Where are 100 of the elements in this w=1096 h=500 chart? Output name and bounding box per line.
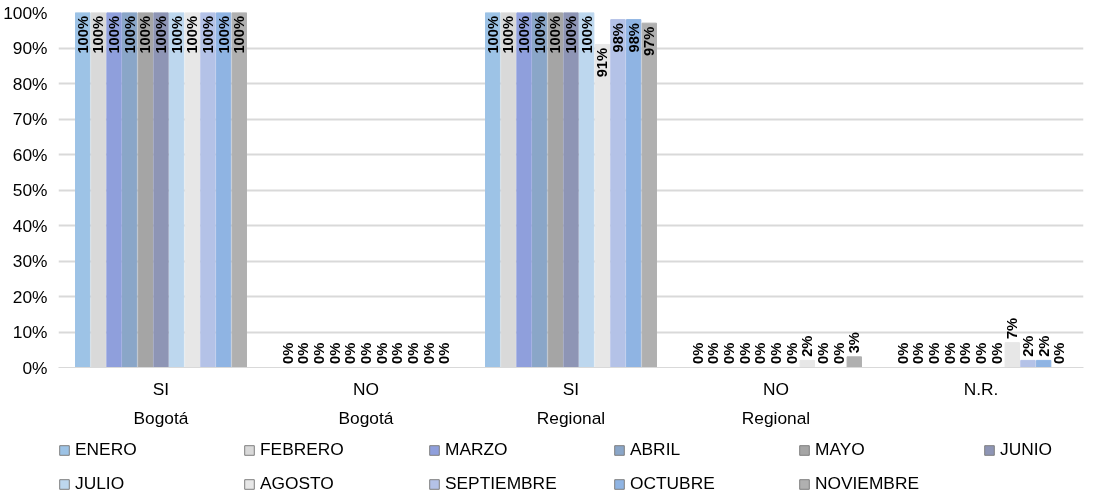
bar: [641, 22, 657, 368]
bar: [106, 12, 122, 368]
data-label: 2%: [1019, 335, 1036, 357]
category-label: NO Regional: [741, 378, 811, 428]
y-tick-label: 20%: [12, 286, 48, 307]
data-label: 0%: [973, 342, 989, 364]
data-label: 0%: [311, 342, 328, 364]
data-label: 0%: [1051, 342, 1068, 364]
data-label: 100%: [563, 16, 579, 54]
data-label: 100%: [547, 16, 564, 54]
data-label: 2%: [1035, 335, 1052, 357]
y-tick-label: 90%: [12, 38, 48, 58]
data-label: 100%: [578, 16, 595, 54]
data-label: 98%: [625, 23, 642, 53]
data-label: 0%: [752, 342, 769, 364]
data-label: 91%: [594, 47, 611, 78]
data-label: 98%: [609, 23, 626, 53]
data-label: 97%: [641, 26, 658, 57]
data-label: 7%: [1004, 317, 1021, 340]
bar: [215, 12, 232, 368]
data-label: 100%: [500, 16, 517, 54]
bar: [846, 356, 862, 368]
bar: [563, 12, 579, 368]
legend-label: AGOSTO: [260, 473, 335, 494]
data-label: 0%: [342, 342, 359, 364]
bar: [184, 12, 201, 368]
bar: [168, 12, 185, 368]
data-label: 0%: [420, 342, 437, 364]
legend-label: ENERO: [75, 439, 138, 460]
data-label: 0%: [326, 342, 343, 364]
data-label: 0%: [295, 342, 312, 364]
bar: [610, 19, 626, 368]
data-label: 0%: [926, 342, 943, 364]
data-label: 100%: [231, 16, 248, 54]
bar: [200, 12, 216, 368]
legend-label: JULIO: [75, 473, 126, 494]
y-tick-label: 0%: [22, 357, 48, 378]
bar: [594, 43, 611, 368]
data-label: 3%: [846, 332, 863, 354]
y-tick-label: 10%: [12, 322, 48, 342]
y-tick-label: 70%: [12, 109, 48, 129]
data-label: 0%: [373, 342, 390, 364]
bar: [75, 12, 91, 368]
data-label: 0%: [988, 342, 1005, 364]
data-label: 0%: [910, 342, 927, 364]
bar: [1020, 359, 1036, 368]
data-label: 0%: [705, 342, 722, 364]
data-label: 0%: [814, 342, 831, 364]
bar: [625, 19, 642, 368]
data-label: 0%: [279, 342, 296, 364]
bar: [799, 359, 816, 368]
data-label: 0%: [941, 342, 958, 364]
data-label: 0%: [957, 342, 974, 364]
data-label: 100%: [106, 16, 123, 54]
y-tick-label: 80%: [12, 73, 48, 94]
bar: [485, 12, 501, 368]
data-label: 0%: [783, 342, 800, 364]
y-tick-label: 60%: [12, 144, 48, 165]
legend-label: OCTUBRE: [630, 473, 716, 494]
category-label: SI Regional: [536, 378, 606, 428]
bar: [1035, 359, 1052, 368]
data-label: 2%: [799, 335, 816, 357]
data-label: 100%: [74, 16, 91, 54]
bar: [547, 12, 564, 368]
data-label: 100%: [121, 16, 138, 54]
category-label: SI Bogotá: [133, 378, 189, 428]
data-label: 100%: [90, 16, 107, 54]
data-label: 0%: [768, 342, 784, 364]
data-label: 0%: [736, 342, 753, 364]
data-label: 100%: [199, 16, 216, 54]
data-label: 100%: [516, 16, 533, 54]
data-label: 100%: [153, 16, 169, 54]
y-tick-label: 40%: [12, 215, 48, 236]
data-label: 100%: [168, 16, 185, 54]
bar: [578, 12, 595, 368]
legend-label: MARZO: [445, 439, 509, 460]
legend-label: NOVIEMBRE: [815, 473, 920, 494]
data-label: 0%: [721, 342, 738, 364]
legend-label: FEBRERO: [260, 439, 345, 460]
y-tick-label: 50%: [12, 180, 48, 200]
legend-label: SEPTIEMBRE: [445, 473, 558, 494]
data-label: 0%: [358, 342, 374, 364]
y-tick-label: 100%: [3, 2, 48, 23]
data-label: 100%: [215, 16, 232, 54]
data-label: 100%: [531, 16, 548, 54]
x-tick-label: N.R.: [963, 378, 999, 399]
category-label: NO Bogotá: [338, 378, 394, 428]
data-label: 0%: [436, 342, 453, 364]
bar: [231, 12, 247, 368]
legend-label: JUNIO: [1000, 439, 1053, 460]
bar: [1004, 342, 1021, 368]
data-label: 0%: [404, 342, 421, 364]
bar: [121, 12, 138, 368]
bar: [137, 12, 154, 368]
data-label: 0%: [830, 342, 847, 364]
bar: [153, 12, 169, 368]
data-label: 0%: [389, 342, 406, 364]
bar: [531, 12, 548, 368]
data-label: 100%: [484, 16, 501, 54]
data-label: 0%: [689, 342, 706, 364]
